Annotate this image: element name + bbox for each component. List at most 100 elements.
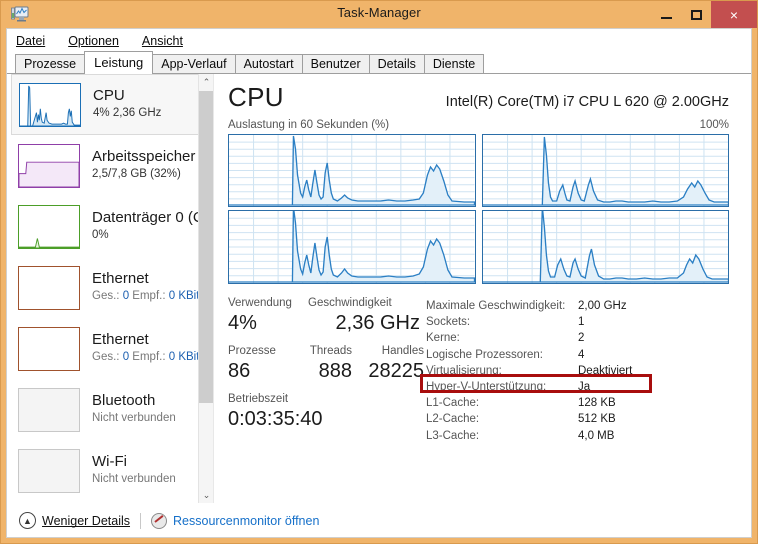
cpu-thumbnail-graph	[19, 82, 81, 127]
cpu-detail-panel: CPU Intel(R) Core(TM) i7 CPU L 620 @ 2.0…	[214, 74, 751, 503]
menu-optionen[interactable]: Optionen	[68, 34, 119, 48]
maximize-button[interactable]	[681, 1, 711, 28]
wifi-label-group: Wi-Fi Nicht verbunden	[92, 453, 176, 487]
stat-prozesse-value: 86	[228, 359, 251, 382]
info-sockets-key: Sockets:	[426, 316, 471, 329]
stat-prozesse: Prozesse 86	[228, 344, 294, 392]
menu-ansicht[interactable]: Ansicht	[142, 34, 183, 48]
sidebar-item-ethernet-1[interactable]: Ethernet Ges.: 0 Empf.: 0 KBit/	[7, 257, 203, 318]
stat-geschwindigkeit-value: 2,36 GHz	[335, 311, 420, 334]
info-l1-cache-key: L1-Cache:	[426, 397, 480, 410]
wifi-thumbnail-graph	[18, 448, 80, 493]
content-body: CPU 4% 2,36 GHz Arbeitsspeicher	[7, 74, 751, 503]
footer-separator	[140, 512, 142, 529]
sidebar-item-wifi[interactable]: Wi-Fi Nicht verbunden	[7, 440, 203, 501]
info-l2-cache-key: L2-Cache:	[426, 413, 480, 426]
sidebar-scrollbar[interactable]: ⌃ ⌄	[198, 74, 213, 503]
tab-dienste[interactable]: Dienste	[423, 54, 485, 73]
eth2-sent-value: 0	[122, 350, 130, 363]
page-title: CPU	[228, 82, 284, 112]
disk-label-group: Datenträger 0 (C 0%	[92, 209, 204, 243]
menu-optionen-label: Optionen	[68, 33, 119, 48]
tab-autostart[interactable]: Autostart	[234, 54, 303, 73]
info-logical-processors-key: Logische Prozessoren:	[426, 348, 543, 361]
stat-verwendung-value: 4%	[228, 311, 257, 334]
sidebar-item-disk-0[interactable]: Datenträger 0 (C 0%	[7, 196, 204, 257]
sidebar-item-ethernet-2[interactable]: Ethernet Ges.: 0 Empf.: 0 KBit/	[7, 318, 203, 379]
cpu-model-label: Intel(R) Core(TM) i7 CPU L 620 @ 2.00GHz	[445, 94, 729, 110]
tab-strip: Prozesse Leistung App-Verlauf Autostart …	[7, 51, 751, 74]
sidebar-item-ethernet-1-sub: Ges.: 0 Empf.: 0 KBit/	[92, 289, 203, 304]
sidebar-item-wifi-title: Wi-Fi	[92, 453, 127, 471]
stats-row-uptime: Betriebszeit 0:03:35:40	[228, 392, 426, 440]
stat-prozesse-label: Prozesse	[228, 344, 276, 357]
eth2-sent-label: Ges.:	[92, 350, 120, 363]
sidebar-item-ethernet-2-sub: Ges.: 0 Empf.: 0 KBit/	[92, 350, 203, 365]
tab-details[interactable]: Details	[368, 54, 425, 73]
resource-sidebar[interactable]: CPU 4% 2,36 GHz Arbeitsspeicher	[7, 74, 214, 503]
stat-handles-value: 28225	[368, 359, 424, 382]
scrollbar-thumb[interactable]	[199, 91, 213, 403]
cpu-label-group: CPU 4% 2,36 GHz	[93, 87, 161, 121]
menu-datei[interactable]: Datei	[16, 34, 45, 48]
window-title: Task-Manager	[337, 5, 421, 20]
stat-handles-label: Handles	[381, 344, 424, 357]
stat-betriebszeit-label: Betriebszeit	[228, 392, 289, 405]
less-details-button[interactable]: ▲ Weniger Details	[19, 512, 130, 529]
eth1-sent-label: Ges.:	[92, 289, 120, 302]
ethernet-2-label-group: Ethernet Ges.: 0 Empf.: 0 KBit/	[92, 331, 203, 365]
graph-caption-right: 100%	[699, 119, 729, 131]
info-hyperv-value: Ja	[578, 381, 591, 394]
sidebar-item-disk-0-sub: 0%	[92, 228, 109, 241]
client-area: Datei Optionen Ansicht Prozesse Leistung…	[6, 28, 752, 538]
info-cores-value: 2	[578, 332, 585, 345]
info-row-virtualization: Virtualisierung: Deaktiviert	[426, 363, 729, 379]
stat-handles: Handles 28225	[360, 344, 426, 392]
cpu-graph-core-1[interactable]	[481, 134, 729, 207]
cpu-graph-core-2[interactable]	[228, 210, 476, 284]
sidebar-item-memory[interactable]: Arbeitsspeicher 2,5/7,8 GB (32%)	[7, 135, 203, 196]
tab-prozesse[interactable]: Prozesse	[15, 54, 86, 73]
stat-geschwindigkeit: Geschwindigkeit 2,36 GHz	[308, 296, 426, 344]
scroll-down-icon[interactable]: ⌄	[199, 487, 213, 503]
sidebar-item-disk-0-title: Datenträger 0 (C	[92, 209, 204, 227]
stat-threads: Threads 888	[294, 344, 360, 392]
tab-app-verlauf[interactable]: App-Verlauf	[152, 54, 236, 73]
info-row-l1-cache: L1-Cache: 128 KB	[426, 395, 729, 411]
close-icon: ×	[729, 6, 739, 23]
sidebar-item-ethernet-1-title: Ethernet	[92, 270, 149, 288]
resource-monitor-link[interactable]: Ressourcenmonitor öffnen	[151, 512, 319, 529]
resource-list: CPU 4% 2,36 GHz Arbeitsspeicher	[7, 74, 204, 501]
info-row-max-speed: Maximale Geschwindigkeit: 2,00 GHz	[426, 298, 729, 314]
ethernet-1-label-group: Ethernet Ges.: 0 Empf.: 0 KBit/	[92, 270, 203, 304]
tab-leistung[interactable]: Leistung	[84, 51, 154, 74]
info-l2-cache-value: 512 KB	[578, 413, 616, 426]
tab-benutzer[interactable]: Benutzer	[301, 54, 370, 73]
cpu-graph-core-0[interactable]	[228, 134, 476, 207]
cpu-graph-core-3[interactable]	[481, 210, 729, 284]
close-button[interactable]: ×	[711, 1, 757, 28]
sidebar-item-memory-title: Arbeitsspeicher	[92, 148, 196, 166]
info-virtualization-key: Virtualisierung:	[426, 364, 502, 377]
info-row-logical-processors: Logische Prozessoren: 4	[426, 347, 729, 363]
info-row-l2-cache: L2-Cache: 512 KB	[426, 411, 729, 427]
graph-caption-left: Auslastung in 60 Sekunden (%)	[228, 119, 390, 131]
sidebar-item-bluetooth[interactable]: Bluetooth Nicht verbunden	[7, 379, 203, 440]
minimize-icon	[660, 16, 672, 19]
sidebar-item-ethernet-2-title: Ethernet	[92, 331, 149, 349]
info-row-sockets: Sockets: 1	[426, 314, 729, 330]
taskmanager-icon	[10, 5, 30, 24]
stat-threads-label: Threads	[309, 344, 352, 357]
menu-datei-label: Datei	[16, 33, 46, 48]
sidebar-item-bluetooth-title: Bluetooth	[92, 392, 156, 410]
info-max-speed-key: Maximale Geschwindigkeit:	[426, 300, 566, 312]
stat-verwendung: Verwendung 4%	[228, 296, 308, 344]
sidebar-item-cpu[interactable]: CPU 4% 2,36 GHz	[11, 74, 199, 135]
info-hyperv-key: Hyper-V-Unterstützung:	[426, 381, 547, 394]
disk-thumbnail-graph	[18, 204, 80, 249]
eth1-sent-value: 0	[122, 289, 130, 302]
info-virtualization-value: Deaktiviert	[578, 364, 633, 377]
minimize-button[interactable]	[651, 1, 681, 28]
scroll-up-icon[interactable]: ⌃	[199, 74, 213, 90]
info-max-speed-value: 2,00 GHz	[578, 300, 627, 312]
